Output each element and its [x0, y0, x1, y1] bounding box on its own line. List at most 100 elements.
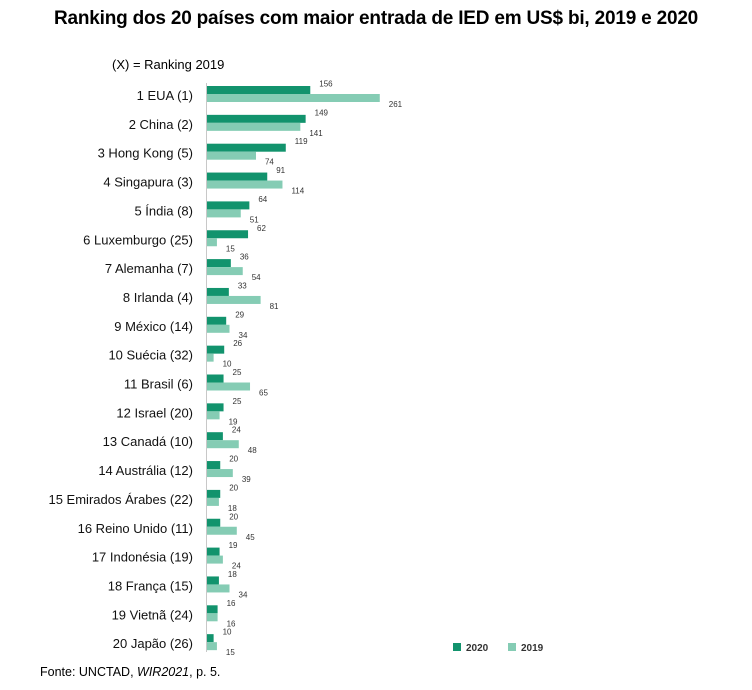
bar-2020 — [207, 461, 221, 470]
category-label: 15 Emirados Árabes (22) — [48, 492, 193, 507]
bar-2019 — [207, 584, 230, 593]
chart-title: Ranking dos 20 países com maior entrada … — [53, 8, 699, 29]
legend-label-2020: 2020 — [466, 643, 489, 654]
bar-2020 — [207, 114, 306, 123]
value-label-2019: 51 — [250, 215, 259, 224]
source-note: Fonte: UNCTAD, WIR2021, p. 5. — [40, 665, 220, 679]
value-label-2019: 114 — [291, 187, 304, 196]
bar-2019 — [207, 209, 241, 218]
value-label-2020: 29 — [235, 310, 244, 319]
category-label: 1 EUA (1) — [137, 88, 193, 103]
value-label-2019: 10 — [223, 360, 232, 369]
value-label-2019: 16 — [227, 619, 236, 628]
value-label-2019: 24 — [232, 562, 241, 571]
bar-2020 — [207, 316, 227, 325]
value-label-2020: 24 — [232, 426, 241, 435]
value-label-2020: 20 — [229, 455, 238, 464]
category-label: 8 Irlanda (4) — [123, 290, 193, 305]
value-label-2019: 15 — [226, 244, 235, 253]
bar-2020 — [207, 230, 249, 239]
value-label-2020: 156 — [319, 80, 333, 89]
bar-2020 — [207, 489, 221, 498]
category-label: 3 Hong Kong (5) — [98, 146, 193, 161]
bar-2020 — [207, 374, 224, 383]
value-label-2019: 34 — [239, 590, 248, 599]
value-label-2019: 65 — [259, 389, 268, 398]
bar-2020 — [207, 547, 220, 556]
value-label-2019: 34 — [239, 331, 248, 340]
value-label-2019: 74 — [265, 158, 274, 167]
source-publication: WIR2021 — [137, 665, 190, 679]
value-label-2020: 20 — [229, 512, 238, 521]
category-label: 5 Índia (8) — [134, 203, 193, 218]
value-label-2019: 48 — [248, 446, 257, 455]
legend: 2020 2019 — [453, 643, 544, 654]
category-label: 4 Singapura (3) — [103, 175, 193, 190]
category-label: 10 Suécia (32) — [108, 348, 193, 363]
value-label-2020: 16 — [227, 599, 236, 608]
bar-2019 — [207, 295, 261, 304]
bar-2019 — [207, 180, 283, 189]
category-label: 16 Reino Unido (11) — [78, 521, 193, 536]
bar-2019 — [207, 324, 230, 333]
bar-2019 — [207, 94, 380, 102]
bar-2019 — [207, 526, 237, 535]
bar-2020 — [207, 432, 223, 441]
value-label-2020: 33 — [238, 281, 247, 290]
bar-2019 — [207, 238, 217, 247]
category-label: 20 Japão (26) — [113, 636, 193, 651]
value-label-2020: 20 — [229, 483, 238, 492]
category-label: 11 Brasil (6) — [124, 377, 193, 392]
value-label-2020: 10 — [223, 628, 232, 637]
bar-2019 — [207, 469, 233, 478]
value-label-2019: 39 — [242, 475, 251, 484]
source-prefix: Fonte: UNCTAD, — [40, 665, 138, 679]
value-label-2019: 19 — [229, 417, 238, 426]
bar-2020 — [207, 345, 225, 354]
bars-layer: 1 EUA (1) 156 261 2 China (2) 149 141 3 Hong K… — [48, 80, 402, 658]
value-label-2020: 91 — [276, 166, 285, 175]
legend-swatch-2019 — [508, 643, 516, 651]
value-label-2020: 64 — [258, 195, 267, 204]
bar-2020 — [207, 287, 229, 296]
value-label-2019: 261 — [389, 100, 403, 109]
value-label-2020: 26 — [233, 339, 242, 348]
bar-2019 — [207, 122, 301, 131]
value-label-2019: 81 — [270, 302, 279, 311]
value-label-2019: 18 — [228, 504, 237, 513]
source-suffix: , p. 5. — [189, 665, 221, 679]
legend-swatch-2020 — [453, 643, 461, 651]
bar-2019 — [207, 497, 219, 506]
category-label: 2 China (2) — [129, 117, 193, 132]
bar-2019 — [207, 382, 251, 391]
bar-2019 — [207, 440, 239, 449]
category-label: 18 França (15) — [108, 578, 193, 593]
category-label: 13 Canadá (10) — [103, 434, 193, 449]
bar-2019 — [207, 267, 243, 276]
value-label-2020: 25 — [233, 397, 242, 406]
category-label: 12 Israel (20) — [116, 405, 193, 420]
category-label: 17 Indonésia (19) — [92, 550, 193, 565]
ranking-note: (X) = Ranking 2019 — [112, 57, 225, 72]
bar-2020 — [207, 259, 231, 268]
bar-2020 — [207, 634, 214, 643]
bar-2019 — [207, 411, 220, 420]
value-label-2020: 149 — [315, 108, 329, 117]
value-label-2019: 45 — [246, 533, 255, 542]
category-label: 14 Austrália (12) — [98, 463, 193, 478]
value-label-2020: 19 — [229, 541, 238, 550]
bar-2019 — [207, 613, 218, 622]
category-label: 6 Luxemburgo (25) — [83, 232, 193, 247]
bar-2019 — [207, 642, 217, 651]
bar-2019 — [207, 555, 223, 564]
value-label-2020: 18 — [228, 570, 237, 579]
value-label-2019: 141 — [309, 129, 323, 138]
category-label: 7 Alemanha (7) — [105, 261, 193, 276]
value-label-2019: 54 — [252, 273, 261, 282]
category-label: 19 Vietnã (24) — [112, 607, 193, 622]
bar-2019 — [207, 151, 256, 160]
category-label: 9 México (14) — [114, 319, 193, 334]
bar-2020 — [207, 403, 224, 412]
bar-2019 — [207, 353, 214, 362]
